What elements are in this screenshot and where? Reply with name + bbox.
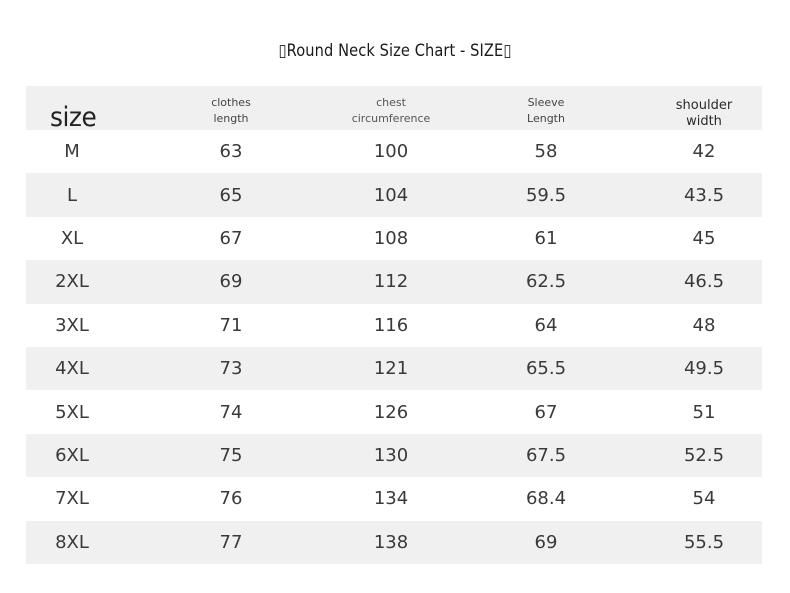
table-row: 8XL 77 138 69 55.5 <box>26 520 762 564</box>
shoulder-width-column-header: shoulder width <box>675 98 733 129</box>
size-cell: 6XL <box>55 444 89 466</box>
sleeve-cell: 59.5 <box>525 184 567 206</box>
sleeve-cell: 62.5 <box>525 271 567 293</box>
table-header-row: size clothes length chest circumference … <box>26 86 762 133</box>
clothes-length-cell: 73 <box>219 358 243 380</box>
table-row: 7XL 76 134 68.4 54 <box>26 477 762 520</box>
sleeve-length-column-header: Sleeve Length <box>527 96 565 125</box>
shoulder-cell: 52.5 <box>683 444 725 466</box>
sleeve-cell: 61 <box>534 227 558 249</box>
clothes-length-cell: 67 <box>219 227 243 249</box>
clothes-length-cell: 75 <box>219 444 243 466</box>
shoulder-cell: 45 <box>692 227 716 249</box>
shoulder-cell: 55.5 <box>683 531 725 553</box>
chest-cell: 112 <box>373 271 409 293</box>
table-row: L 65 104 59.5 43.5 <box>26 173 762 217</box>
size-cell: L <box>66 184 78 206</box>
clothes-length-cell: 63 <box>219 141 243 163</box>
table-row: XL 67 108 61 45 <box>26 217 762 260</box>
shoulder-cell: 42 <box>692 141 716 163</box>
clothes-length-column-header: clothes length <box>211 96 251 125</box>
chest-cell: 126 <box>373 401 409 423</box>
size-cell: 3XL <box>55 314 89 336</box>
sleeve-cell: 67 <box>534 401 558 423</box>
page-title: ▯Round Neck Size Chart - SIZE▯ <box>278 41 512 61</box>
shoulder-cell: 48 <box>692 314 716 336</box>
sleeve-cell: 69 <box>534 531 558 553</box>
sleeve-cell: 68.4 <box>525 488 567 510</box>
table-row: M 63 100 58 42 <box>26 130 762 173</box>
shoulder-cell: 43.5 <box>683 184 725 206</box>
clothes-length-cell: 65 <box>219 184 243 206</box>
shoulder-cell: 49.5 <box>683 358 725 380</box>
clothes-length-cell: 77 <box>219 531 243 553</box>
chest-cell: 108 <box>373 227 409 249</box>
size-cell: 8XL <box>55 531 89 553</box>
table-row: 5XL 74 126 67 51 <box>26 390 762 433</box>
table-row: 2XL 69 112 62.5 46.5 <box>26 260 762 304</box>
table-row: 4XL 73 121 65.5 49.5 <box>26 346 762 391</box>
chest-cell: 130 <box>373 444 409 466</box>
chest-cell: 104 <box>373 184 409 206</box>
size-chart-table: size clothes length chest circumference … <box>26 86 762 564</box>
shoulder-cell: 51 <box>692 401 716 423</box>
size-column-header: size <box>50 102 97 133</box>
chest-cell: 134 <box>373 488 409 510</box>
clothes-length-cell: 76 <box>219 488 243 510</box>
clothes-length-cell: 71 <box>219 314 243 336</box>
chest-circumference-column-header: chest circumference <box>351 96 431 125</box>
table-body: M 63 100 58 42 L 65 104 59.5 43.5 XL 67 108 61 45 2XL 69… <box>26 130 762 564</box>
sleeve-cell: 67.5 <box>525 444 567 466</box>
shoulder-cell: 46.5 <box>683 271 725 293</box>
table-row: 3XL 71 116 64 48 <box>26 304 762 347</box>
table-row: 6XL 75 130 67.5 52.5 <box>26 433 762 478</box>
sleeve-cell: 58 <box>534 141 558 163</box>
size-cell: 4XL <box>55 358 89 380</box>
sleeve-cell: 64 <box>534 314 558 336</box>
size-cell: 2XL <box>55 271 89 293</box>
sleeve-cell: 65.5 <box>525 358 567 380</box>
chest-cell: 138 <box>373 531 409 553</box>
clothes-length-cell: 74 <box>219 401 243 423</box>
size-cell: XL <box>60 227 84 249</box>
size-cell: 7XL <box>55 488 89 510</box>
chest-cell: 100 <box>373 141 409 163</box>
shoulder-cell: 54 <box>692 488 716 510</box>
clothes-length-cell: 69 <box>219 271 243 293</box>
size-cell: M <box>64 141 80 163</box>
size-cell: 5XL <box>55 401 89 423</box>
chest-cell: 116 <box>373 314 409 336</box>
chest-cell: 121 <box>373 358 409 380</box>
